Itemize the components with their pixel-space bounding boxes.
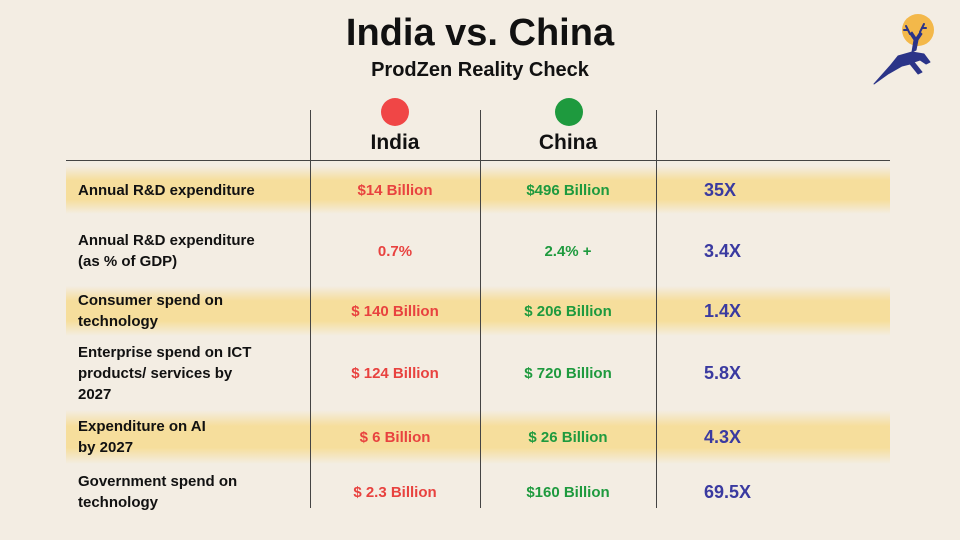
ratio-value: 1.4X [704,300,742,321]
china-value: $496 Billion [526,181,610,199]
sun-icon [902,14,934,46]
row-highlight-band [66,166,890,214]
china-value: $160 Billion [526,483,610,501]
column-divider [656,110,657,508]
row-highlight-band [66,286,890,336]
metric-label: Annual R&D expenditure (as % of GDP) [78,232,255,270]
ratio-value: 3.4X [704,240,742,261]
china-value: $ 206 Billion [524,302,612,320]
table-row: Annual R&D expenditure $14 Billion $496 … [66,168,890,212]
china-value: 2.4% + [544,242,592,260]
metric-label: Expenditure on AI by 2027 [78,418,206,456]
india-value: $14 Billion [357,181,433,199]
metric-label: Government spend on technology [78,473,238,511]
table-row: Expenditure on AI by 2027 $ 6 Billion $ … [66,414,890,460]
ratio-value: 69.5X [704,481,752,502]
india-value: 0.7% [377,242,413,260]
table-row: Consumer spend on technology $ 140 Billi… [66,288,890,334]
ratio-value: 35X [704,179,737,200]
metric-label: Annual R&D expenditure [78,181,255,199]
india-value: $ 6 Billion [359,428,431,446]
india-value: $ 124 Billion [351,364,439,382]
metric-label: Consumer spend on technology [78,292,224,330]
china-value: $ 26 Billion [528,428,608,446]
china-indicator-dot [555,98,583,126]
table-row: Annual R&D expenditure (as % of GDP) 0.7… [66,228,890,274]
row-highlight-band [66,410,890,464]
column-divider [310,110,311,508]
column-header-china: China [538,131,598,154]
china-value: $ 720 Billion [524,364,612,382]
ratio-value: 4.3X [704,426,742,447]
india-value: $ 2.3 Billion [353,483,437,501]
india-value: $ 140 Billion [351,302,439,320]
page-subtitle: ProdZen Reality Check [371,59,589,81]
ratio-value: 5.8X [704,362,742,383]
table-row: Enterprise spend on ICT products/ servic… [66,340,890,406]
table-row: Government spend on technology $ 2.3 Bil… [66,469,890,515]
india-indicator-dot [381,98,409,126]
column-header-india: India [370,131,420,154]
page-title: India vs. China [345,12,615,54]
header-divider [66,160,890,161]
metric-label: Enterprise spend on ICT products/ servic… [78,343,252,403]
leaping-deer-icon [873,14,934,85]
column-divider [480,110,481,508]
